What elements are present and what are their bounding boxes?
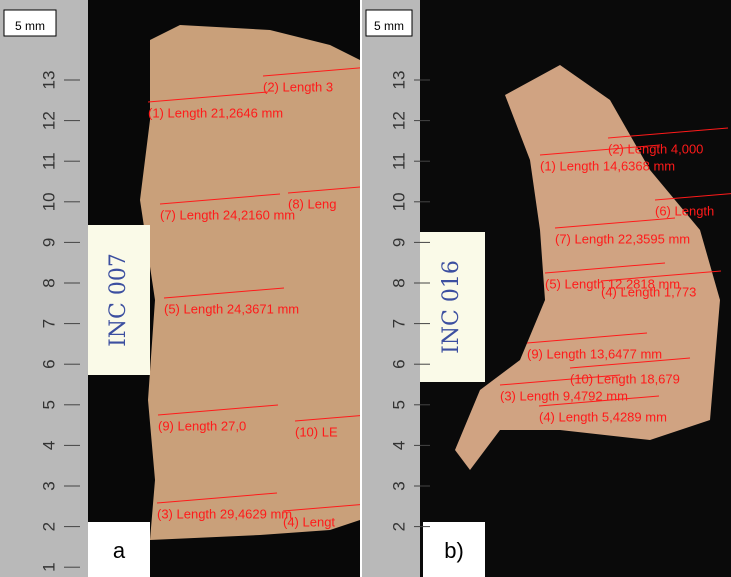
ruler-label: 4 xyxy=(389,441,408,450)
measurement: (4) Length 1,773 xyxy=(601,284,696,299)
ruler-label: 7 xyxy=(389,319,408,328)
ruler-label: 10 xyxy=(389,192,408,211)
ruler-label: 1 xyxy=(39,562,58,571)
ruler-label: 9 xyxy=(39,238,58,247)
measurement: (9) Length 27,0 xyxy=(158,418,246,433)
scale-bar-label: 5 mm xyxy=(374,19,404,33)
measurement: (3) Length 9,4792 mm xyxy=(500,388,628,403)
ruler-label: 13 xyxy=(389,71,408,90)
ruler-label: 5 xyxy=(389,400,408,409)
ruler-label: 8 xyxy=(39,278,58,287)
measurement: (1) Length 14,6368 mm xyxy=(540,158,675,173)
measurement: (10) Length 18,679 xyxy=(570,371,680,386)
measurement: (8) Leng xyxy=(288,196,336,211)
ruler-label: 4 xyxy=(39,441,58,450)
scale-bar-label: 5 mm xyxy=(15,19,45,33)
measurement: (5) Length 24,3671 mm xyxy=(164,301,299,316)
panel-a: 5 mm 13 12 11 10 9 8 7 6 5 4 3 2 1 INC 007 a (2) Length … xyxy=(0,0,415,577)
measurement: (6) Length xyxy=(655,203,714,218)
panel-label: a xyxy=(113,538,126,563)
ruler-label: 12 xyxy=(389,111,408,130)
ruler-label: 2 xyxy=(389,522,408,531)
ruler-label: 2 xyxy=(39,522,58,531)
ruler-label: 6 xyxy=(39,359,58,368)
measurement: (7) Length 24,2160 mm xyxy=(160,207,295,222)
ruler-label: 11 xyxy=(39,152,58,170)
measurement: (4) Lengt xyxy=(283,514,335,529)
ruler-label: 8 xyxy=(389,278,408,287)
ruler-label: 11 xyxy=(389,152,408,170)
measurement: (3) Length 29,4629 mm xyxy=(157,506,292,521)
sample xyxy=(140,25,360,540)
ruler-label: 9 xyxy=(389,238,408,247)
measurement: (2) Length 3 xyxy=(263,79,333,94)
ruler-label: 6 xyxy=(389,359,408,368)
ruler-label: 12 xyxy=(39,111,58,130)
measurement: (9) Length 13,6477 mm xyxy=(527,346,662,361)
measurement: (4) Length 5,4289 mm xyxy=(539,409,667,424)
panel-label: b) xyxy=(444,538,464,563)
panel-b: 5 mm 13 12 11 10 9 8 7 6 5 4 3 2 INC 016 b) (2) Length … xyxy=(362,0,731,577)
measurement: (1) Length 21,2646 mm xyxy=(148,105,283,120)
sample-label: INC 007 xyxy=(106,253,131,347)
measurement: (2) Length 4,000 xyxy=(608,141,703,156)
figure: 5 mm 13 12 11 10 9 8 7 6 5 4 3 2 1 INC 007 a (2) Length … xyxy=(0,0,731,577)
ruler-label: 5 xyxy=(39,400,58,409)
ruler-label: 7 xyxy=(39,319,58,328)
sample-label: INC 016 xyxy=(439,260,464,354)
ruler-label: 3 xyxy=(39,481,58,490)
ruler-label: 10 xyxy=(39,192,58,211)
measurement: (10) LE xyxy=(295,424,338,439)
ruler-label: 13 xyxy=(39,71,58,90)
ruler-label: 3 xyxy=(389,481,408,490)
measurement: (7) Length 22,3595 mm xyxy=(555,231,690,246)
